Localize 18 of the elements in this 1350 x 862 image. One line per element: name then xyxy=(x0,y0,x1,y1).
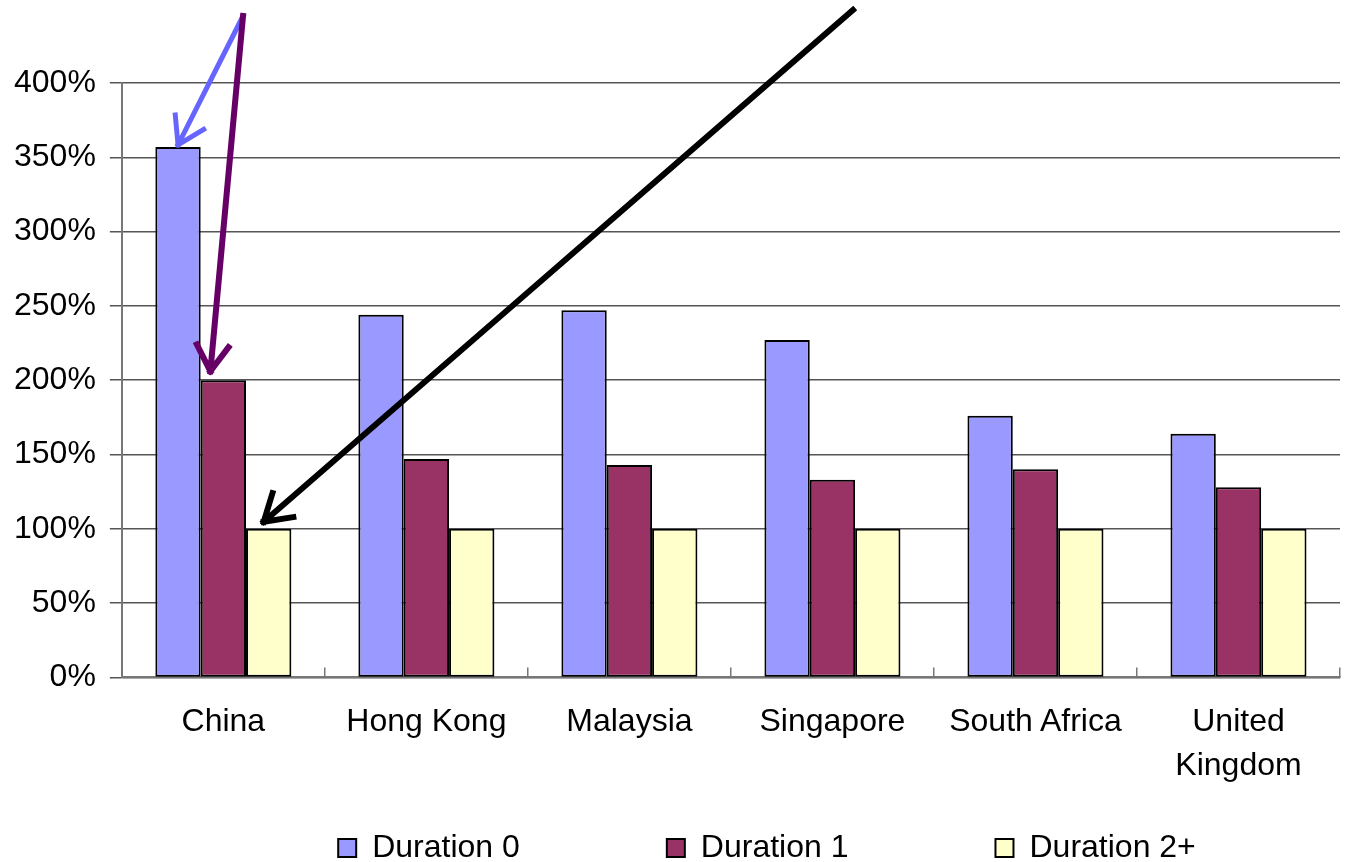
x-tick-label: Singapore xyxy=(759,701,906,738)
y-tick-label: 200% xyxy=(14,360,96,397)
y-tick-label: 350% xyxy=(14,137,96,174)
x-tick-label: Hong Kong xyxy=(346,701,507,738)
y-tick-label: 150% xyxy=(14,434,96,471)
x-tick-label: China xyxy=(181,701,266,738)
x-tick-label: South Africa xyxy=(949,701,1122,738)
y-tick-label: 400% xyxy=(14,62,96,99)
y-tick-label: 0% xyxy=(49,657,96,694)
x-tick-label: United Kingdom xyxy=(1175,701,1302,783)
y-tick-label: 100% xyxy=(14,508,96,545)
legend-label: Duration 1 xyxy=(700,827,849,862)
legend-label: Duration 0 xyxy=(372,827,520,862)
y-tick-label: 300% xyxy=(14,211,96,248)
x-tick-label: Malaysia xyxy=(566,701,693,738)
y-tick-label: 50% xyxy=(31,582,96,619)
legend-label: Duration 2+ xyxy=(1029,827,1196,862)
y-tick-label: 250% xyxy=(14,285,96,322)
